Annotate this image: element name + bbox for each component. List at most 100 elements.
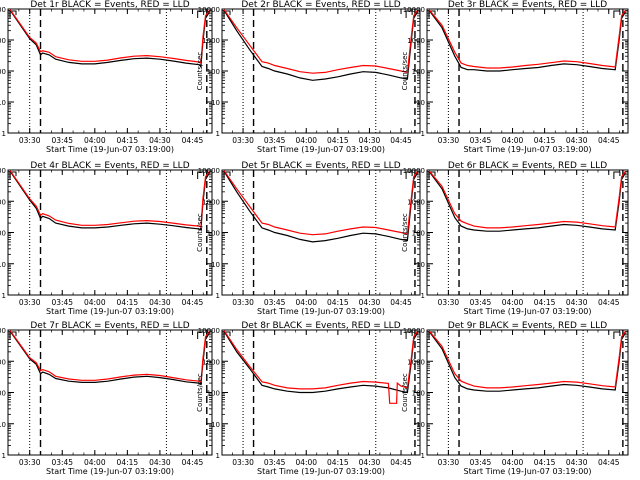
y-tick-label: 1	[421, 130, 425, 138]
x-axis-label: Start Time (19-Jun-07 03:19:00)	[464, 467, 592, 476]
y-tick-label: 10000	[403, 327, 425, 335]
y-tick-label: 100	[207, 230, 220, 238]
panel-det-7r: Det 7r BLACK = Events, RED = LLD 1 10 100 10…	[0, 321, 213, 476]
x-axis-label: Start Time (19-Jun-07 03:19:00)	[464, 145, 592, 154]
x-tick-label: 04:45	[598, 136, 620, 145]
x-tick-label: 03:30	[19, 136, 41, 145]
y-tick-label: 100	[207, 68, 220, 76]
x-tick-label: 03:45	[51, 298, 73, 307]
series-line-lld	[428, 9, 626, 69]
x-axis-label: Start Time (19-Jun-07 03:19:00)	[46, 467, 174, 476]
x-tick-label: 03:30	[19, 298, 41, 307]
y-tick-label: 1000	[0, 358, 6, 366]
x-tick-label: 04:00	[84, 136, 106, 145]
bracket-marker-right	[197, 171, 205, 179]
bracket-marker-left	[9, 331, 17, 339]
series-line-events	[223, 171, 419, 243]
x-tick-label: 04:15	[117, 298, 139, 307]
chart-title: Det 8r BLACK = Events, RED = LLD	[241, 321, 400, 331]
y-tick-label: 100	[0, 68, 6, 76]
chart-title: Det 6r BLACK = Events, RED = LLD	[448, 161, 607, 171]
y-axis-label: Counts/sec	[401, 373, 409, 412]
x-tick-label: 04:30	[566, 298, 588, 307]
x-tick-label: 04:00	[295, 136, 317, 145]
y-tick-label: 1	[2, 292, 6, 300]
x-tick-label: 04:00	[295, 298, 317, 307]
x-tick-label: 03:45	[264, 136, 286, 145]
y-tick-label: 10000	[198, 6, 220, 14]
y-tick-label: 10000	[403, 167, 425, 175]
y-tick-label: 1000	[0, 198, 6, 206]
y-tick-label: 1	[216, 292, 220, 300]
x-tick-label: 04:30	[566, 136, 588, 145]
y-tick-label: 1000	[202, 198, 220, 206]
x-tick-label: 03:45	[51, 458, 73, 467]
series-line-events	[223, 331, 419, 394]
y-tick-label: 100	[0, 390, 6, 398]
y-tick-label: 1	[2, 452, 6, 460]
x-tick-label: 04:30	[149, 458, 171, 467]
panel-det-6r: Det 6r BLACK = Events, RED = LLD 1 10 100 10…	[401, 161, 629, 316]
y-tick-label: 1000	[202, 358, 220, 366]
plot-frame	[7, 329, 213, 456]
bracket-marker-right	[405, 331, 413, 339]
bracket-marker-left	[223, 10, 231, 18]
y-axis-label: Counts/sec	[196, 52, 204, 91]
y-tick-label: 10000	[403, 6, 425, 14]
series-line-lld	[223, 330, 418, 404]
y-tick-label: 1	[216, 452, 220, 460]
panel-det-4r: Det 4r BLACK = Events, RED = LLD 1 10 100 10…	[0, 161, 213, 316]
y-tick-label: 10000	[198, 327, 220, 335]
series-line-lld	[223, 170, 418, 236]
series-line-lld	[9, 170, 210, 228]
plot-frame	[426, 169, 629, 296]
y-tick-label: 1000	[407, 358, 425, 366]
x-tick-label: 03:45	[470, 136, 492, 145]
y-tick-label: 10000	[0, 327, 6, 335]
x-tick-label: 04:00	[84, 458, 106, 467]
x-tick-label: 04:30	[149, 136, 171, 145]
x-tick-label: 04:00	[84, 298, 106, 307]
plot-frame	[7, 169, 213, 296]
bracket-marker-right	[613, 171, 621, 179]
plot-frame	[426, 329, 629, 456]
bracket-marker-left	[223, 171, 231, 179]
bracket-marker-left	[428, 331, 436, 339]
x-tick-label: 04:15	[327, 136, 349, 145]
chart-title: Det 1r BLACK = Events, RED = LLD	[30, 0, 189, 10]
panel-det-8r: Det 8r BLACK = Events, RED = LLD 1 10 100 10…	[196, 321, 421, 476]
chart-title: Det 4r BLACK = Events, RED = LLD	[30, 161, 189, 171]
bracket-marker-left	[9, 10, 17, 18]
y-tick-label: 1	[421, 292, 425, 300]
bracket-marker-right	[197, 331, 205, 339]
y-tick-label: 10000	[198, 167, 220, 175]
y-tick-label: 10	[211, 261, 220, 269]
y-tick-label: 100	[412, 230, 425, 238]
x-tick-label: 03:30	[19, 458, 41, 467]
x-tick-label: 04:45	[182, 298, 204, 307]
x-tick-label: 04:15	[534, 298, 556, 307]
y-tick-label: 10	[0, 99, 6, 107]
series-line-events	[428, 331, 626, 392]
series-line-lld	[9, 9, 210, 65]
series-line-events	[9, 10, 210, 68]
x-tick-label: 04:00	[502, 298, 524, 307]
x-tick-label: 04:45	[598, 458, 620, 467]
panel-det-1r: Det 1r BLACK = Events, RED = LLD 1 10 100 10…	[0, 0, 213, 154]
x-tick-label: 04:15	[117, 136, 139, 145]
x-tick-label: 04:00	[502, 458, 524, 467]
x-axis-label: Start Time (19-Jun-07 03:19:00)	[257, 467, 385, 476]
y-tick-label: 10	[211, 99, 220, 107]
y-tick-label: 10	[416, 421, 425, 429]
series-line-events	[428, 10, 626, 72]
series-line-lld	[428, 330, 626, 389]
panel-det-3r: Det 3r BLACK = Events, RED = LLD 1 10 100 10…	[401, 0, 629, 154]
x-axis-label: Start Time (19-Jun-07 03:19:00)	[464, 307, 592, 316]
bracket-marker-left	[428, 171, 436, 179]
y-tick-label: 1000	[0, 37, 6, 45]
y-axis-label: Counts/sec	[401, 52, 409, 91]
chart-title: Det 9r BLACK = Events, RED = LLD	[448, 321, 607, 331]
y-axis-label: Counts/sec	[196, 213, 204, 252]
y-tick-label: 10	[211, 421, 220, 429]
